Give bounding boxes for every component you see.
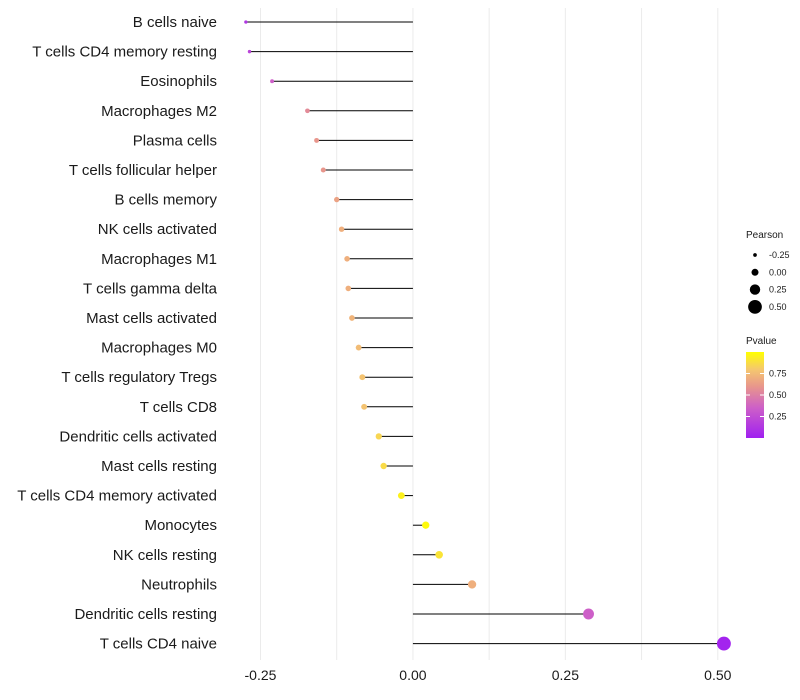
x-axis-ticks: -0.25 0.00 0.25 0.50 bbox=[245, 667, 732, 683]
category-label: T cells regulatory Tregs bbox=[61, 369, 217, 386]
pearson-legend-label: 0.00 bbox=[769, 267, 787, 277]
lollipop-point bbox=[349, 315, 355, 321]
lollipop-segments bbox=[245, 21, 724, 645]
pearson-legend-dot bbox=[749, 284, 761, 295]
lollipop-point bbox=[355, 344, 362, 351]
pearson-legend-label: 0.50 bbox=[769, 302, 787, 312]
pvalue-colorbar bbox=[746, 352, 764, 438]
lollipop-point bbox=[435, 550, 443, 559]
category-label: NK cells activated bbox=[98, 221, 217, 238]
category-label: Macrophages M0 bbox=[101, 340, 217, 357]
lollipop-point bbox=[716, 636, 731, 651]
lollipop-point bbox=[305, 108, 310, 114]
category-label: Dendritic cells resting bbox=[74, 606, 217, 623]
colorbar-tick-label: 0.50 bbox=[769, 390, 787, 400]
lollipop-point bbox=[334, 196, 340, 203]
x-tick-label: 0.25 bbox=[552, 667, 579, 683]
category-label: Macrophages M2 bbox=[101, 103, 217, 120]
category-labels: B cells naive T cells CD4 memory resting E… bbox=[17, 14, 217, 653]
legend: Pearson -0.25 0.00 0.25 0.50 Pvalue 0.25 0.5… bbox=[746, 230, 790, 438]
pearson-legend-title: Pearson bbox=[746, 230, 783, 241]
pearson-legend-dot bbox=[751, 268, 759, 276]
lollipop-point bbox=[467, 580, 477, 589]
category-label: Mast cells resting bbox=[101, 458, 217, 475]
x-tick-label: 0.00 bbox=[399, 667, 426, 683]
lollipop-point bbox=[270, 79, 275, 84]
pearson-legend-dot bbox=[753, 253, 757, 257]
lollipop-point bbox=[422, 521, 430, 529]
lollipop-points bbox=[244, 20, 731, 651]
grid-lines bbox=[259, 8, 719, 660]
lollipop-point bbox=[583, 608, 594, 620]
category-label: Eosinophils bbox=[140, 73, 217, 90]
lollipop-point bbox=[344, 256, 350, 262]
category-label: Monocytes bbox=[144, 517, 217, 534]
lollipop-point bbox=[345, 285, 352, 292]
pearson-legend-label: 0.25 bbox=[769, 285, 787, 295]
lollipop-point bbox=[375, 433, 382, 440]
lollipop-point bbox=[247, 49, 252, 54]
colorbar-tick-label: 0.25 bbox=[769, 412, 787, 422]
lollipop-point bbox=[314, 137, 320, 143]
category-label: T cells follicular helper bbox=[69, 162, 217, 179]
x-tick-label: 0.50 bbox=[704, 667, 731, 683]
pvalue-colorbar-ticks: 0.25 0.50 0.75 bbox=[746, 369, 787, 422]
lollipop-point bbox=[244, 20, 248, 24]
pearson-size-legend: -0.25 0.00 0.25 0.50 bbox=[748, 250, 790, 314]
category-label: T cells CD4 memory resting bbox=[32, 44, 217, 61]
category-label: T cells CD4 naive bbox=[100, 636, 217, 653]
lollipop-point bbox=[320, 167, 326, 173]
category-label: Dendritic cells activated bbox=[59, 428, 217, 445]
colorbar-tick-label: 0.75 bbox=[769, 369, 787, 379]
category-label: B cells naive bbox=[133, 14, 217, 31]
lollipop-point bbox=[397, 492, 405, 499]
lollipop-point bbox=[380, 462, 387, 470]
category-label: NK cells resting bbox=[113, 547, 217, 564]
lollipop-point bbox=[361, 403, 368, 410]
pearson-legend-dot bbox=[748, 300, 762, 314]
category-label: Macrophages M1 bbox=[101, 251, 217, 268]
pearson-legend-label: -0.25 bbox=[769, 250, 790, 260]
category-label: T cells gamma delta bbox=[83, 280, 218, 297]
category-label: T cells CD8 bbox=[140, 399, 217, 416]
category-label: Plasma cells bbox=[133, 132, 217, 149]
x-tick-label: -0.25 bbox=[245, 667, 277, 683]
lollipop-point bbox=[338, 226, 345, 232]
category-label: B cells memory bbox=[114, 192, 217, 209]
pvalue-legend-title: Pvalue bbox=[746, 336, 777, 347]
category-label: T cells CD4 memory activated bbox=[17, 488, 217, 505]
lollipop-point bbox=[359, 374, 366, 381]
category-label: Mast cells activated bbox=[86, 310, 217, 327]
category-label: Neutrophils bbox=[141, 576, 217, 593]
